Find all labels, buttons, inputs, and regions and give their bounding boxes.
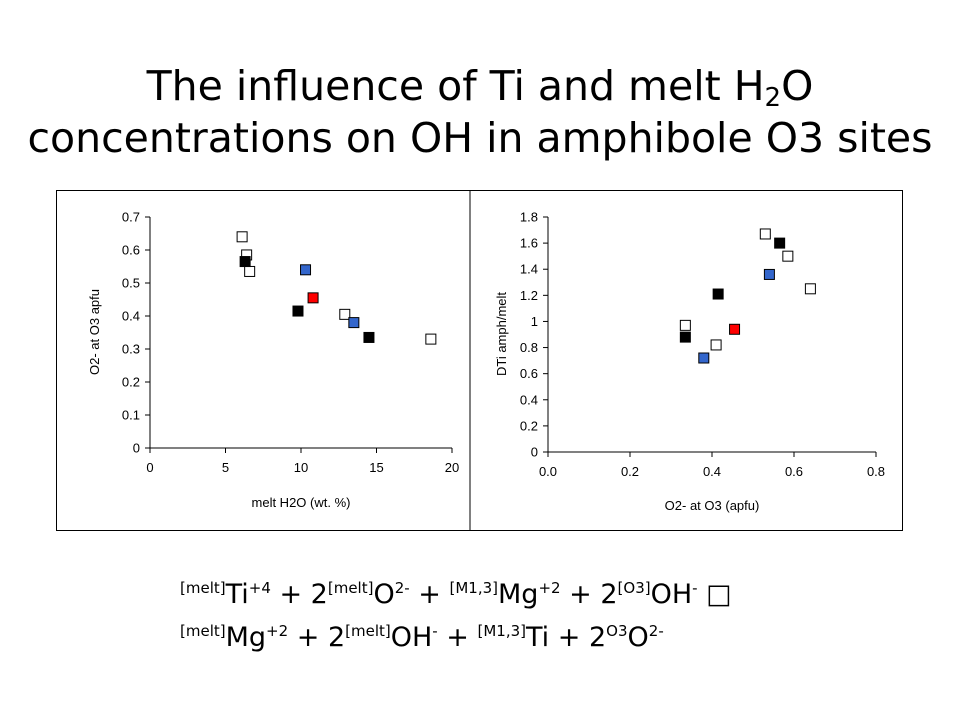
equation-superscript: 2- xyxy=(648,622,664,640)
x-tick-label: 0.6 xyxy=(785,464,803,479)
equation-superscript: [melt] xyxy=(180,579,226,597)
x-tick-label: 0.4 xyxy=(703,464,721,479)
figure-frame xyxy=(56,190,903,531)
data-point-blue-square xyxy=(300,264,312,276)
equation-superscript: +4 xyxy=(248,579,271,597)
data-point-open-square xyxy=(804,283,816,295)
x-tick-label: 20 xyxy=(445,460,459,475)
y-tick-label: 1.8 xyxy=(520,210,538,225)
chart-right: 0.0 0.2 0.4 0.6 0.8 0 0.2 0.4 0.6 0.8 1 1.2 1.4 1.6 1.… xyxy=(494,210,885,514)
y-tick-label: 0.2 xyxy=(122,375,140,390)
y-tick-label: 0.4 xyxy=(520,392,538,407)
equation-term: + 2 xyxy=(288,622,346,653)
data-point-red-square xyxy=(307,292,319,304)
data-point-open-square xyxy=(339,308,351,320)
equation-superscript: O3 xyxy=(606,622,628,640)
slide-title: The influence of Ti and melt H2O concent… xyxy=(0,60,960,164)
data-point-open-square xyxy=(236,231,248,243)
equation-term: Ti xyxy=(526,622,550,653)
y-tick-label: 1 xyxy=(531,314,538,329)
data-point-red-square xyxy=(729,323,741,335)
chart-left: 0 5 10 15 20 0 0.1 0.2 0.3 0.4 0.5 0.6 0.7 melt H2O (… xyxy=(87,210,459,511)
data-point-open-square xyxy=(710,339,722,351)
equation-term: O xyxy=(627,622,649,653)
equation-term: + 2 xyxy=(549,622,607,653)
equation-term: Mg xyxy=(498,579,539,610)
y-tick-label: 0.3 xyxy=(122,342,140,357)
x-tick-label: 0.8 xyxy=(867,464,885,479)
y-tick-label: 0 xyxy=(133,441,140,456)
y-axis-label: O2- at O3 apfu xyxy=(87,289,102,375)
equation-superscript: - xyxy=(432,622,438,640)
equation-line-2: [melt]Mg+2 + 2[melt]OH- + [M1,3]Ti + 2O3… xyxy=(180,622,664,653)
x-tick-label: 0 xyxy=(146,460,153,475)
y-tick-label: 0.7 xyxy=(122,210,140,225)
data-point-black-square xyxy=(774,237,786,249)
x-tick-label: 10 xyxy=(294,460,308,475)
equation-superscript: 2- xyxy=(394,579,410,597)
data-point-open-square xyxy=(244,265,256,277)
y-tick-label: 1.4 xyxy=(520,262,538,277)
x-tick-label: 15 xyxy=(369,460,383,475)
equation-term: + xyxy=(437,622,478,653)
x-tick-label: 0.0 xyxy=(539,464,557,479)
data-point-blue-square xyxy=(763,268,775,280)
data-point-black-square xyxy=(292,305,304,317)
equation-superscript: [O3] xyxy=(617,579,651,597)
title-line-2: concentrations on OH in amphibole O3 sit… xyxy=(27,114,933,162)
equation-term: O xyxy=(373,579,395,610)
y-tick-label: 0 xyxy=(531,445,538,460)
equation-superscript: [melt] xyxy=(180,622,226,640)
equation-term: OH xyxy=(390,622,433,653)
equation-term: + xyxy=(409,579,450,610)
equation-superscript: - xyxy=(692,579,698,597)
y-tick-label: 0.2 xyxy=(520,418,538,433)
y-tick-label: 0.8 xyxy=(520,340,538,355)
data-point-open-square xyxy=(425,333,437,345)
data-point-black-square xyxy=(239,256,251,268)
x-axis-label: O2- at O3 (apfu) xyxy=(665,498,760,513)
x-axis-label: melt H2O (wt. %) xyxy=(252,495,351,510)
data-point-open-square xyxy=(679,319,691,331)
equation-line-1: [melt]Ti+4 + 2[melt]O2- + [M1,3]Mg+2 + 2… xyxy=(180,579,732,610)
equation-term: □ xyxy=(697,579,732,610)
y-tick-label: 0.6 xyxy=(122,243,140,258)
equation-superscript: +2 xyxy=(538,579,561,597)
equation-superscript: +2 xyxy=(266,622,289,640)
y-tick-label: 0.6 xyxy=(520,366,538,381)
equation-term: OH xyxy=(650,579,693,610)
y-axis-label: DTi amph/melt xyxy=(494,292,509,376)
x-tick-label: 0.2 xyxy=(621,464,639,479)
title-line-1: The influence of Ti and melt H2O xyxy=(146,62,814,113)
y-tick-label: 0.1 xyxy=(122,408,140,423)
equation-term: Ti xyxy=(225,579,249,610)
y-tick-label: 0.4 xyxy=(122,309,140,324)
y-tick-label: 1.2 xyxy=(520,288,538,303)
equation-superscript: [melt] xyxy=(345,622,391,640)
equation-superscript: [M1,3] xyxy=(477,622,527,640)
equation-term: + 2 xyxy=(270,579,328,610)
data-point-black-square xyxy=(679,331,691,343)
x-tick-label: 5 xyxy=(222,460,229,475)
y-tick-label: 0.5 xyxy=(122,276,140,291)
data-point-black-square xyxy=(712,288,724,300)
data-point-blue-square xyxy=(698,352,710,364)
data-point-open-square xyxy=(782,250,794,262)
equation-term: + 2 xyxy=(560,579,618,610)
y-tick-label: 1.6 xyxy=(520,236,538,251)
equation-term: Mg xyxy=(225,622,267,653)
equation-superscript: [M1,3] xyxy=(449,579,498,597)
equation-superscript: [melt] xyxy=(327,579,374,597)
data-point-black-square xyxy=(363,331,375,343)
data-point-open-square xyxy=(759,228,771,240)
data-point-blue-square xyxy=(348,317,360,329)
